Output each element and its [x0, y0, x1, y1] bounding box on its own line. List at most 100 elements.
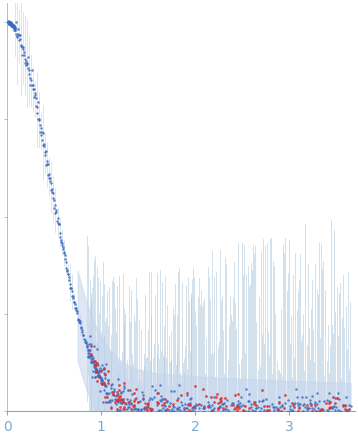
Point: [292, 399, 298, 406]
Point: [11, 24, 17, 31]
Point: [229, 417, 235, 424]
Point: [221, 416, 227, 423]
Point: [252, 398, 258, 405]
Point: [33, 102, 38, 109]
Point: [93, 368, 99, 375]
Point: [145, 399, 150, 406]
Point: [39, 137, 45, 144]
Point: [189, 405, 195, 412]
Point: [272, 417, 277, 424]
Point: [78, 317, 83, 324]
Point: [217, 416, 222, 423]
Point: [229, 399, 235, 406]
Point: [96, 372, 101, 379]
Point: [284, 419, 289, 426]
Point: [144, 406, 150, 413]
Point: [130, 405, 136, 412]
Point: [103, 383, 109, 390]
Point: [44, 157, 50, 164]
Point: [228, 411, 234, 418]
Point: [199, 423, 205, 430]
Point: [294, 393, 299, 400]
Point: [174, 418, 180, 425]
Point: [155, 399, 160, 406]
Point: [229, 409, 234, 416]
Point: [327, 405, 333, 412]
Point: [116, 382, 122, 389]
Point: [255, 412, 261, 419]
Point: [100, 365, 106, 372]
Point: [178, 422, 183, 429]
Point: [171, 388, 177, 395]
Point: [99, 376, 105, 383]
Point: [241, 416, 247, 423]
Point: [20, 43, 26, 50]
Point: [29, 82, 35, 89]
Point: [136, 408, 142, 415]
Point: [153, 412, 159, 419]
Point: [84, 343, 90, 350]
Point: [84, 341, 90, 348]
Point: [155, 408, 161, 415]
Point: [187, 401, 192, 408]
Point: [240, 401, 246, 408]
Point: [67, 281, 73, 288]
Point: [7, 21, 13, 28]
Point: [207, 415, 213, 422]
Point: [11, 23, 17, 30]
Point: [138, 411, 144, 418]
Point: [284, 409, 290, 416]
Point: [122, 406, 128, 413]
Point: [38, 132, 44, 139]
Point: [343, 394, 348, 401]
Point: [157, 397, 163, 404]
Point: [275, 407, 281, 414]
Point: [91, 358, 97, 365]
Point: [185, 402, 191, 409]
Point: [155, 389, 161, 396]
Point: [309, 408, 315, 415]
Point: [218, 395, 224, 402]
Point: [10, 24, 16, 31]
Point: [114, 397, 120, 404]
Point: [242, 409, 248, 416]
Point: [11, 23, 16, 30]
Point: [48, 177, 53, 184]
Point: [225, 406, 231, 413]
Point: [340, 402, 345, 409]
Point: [133, 394, 139, 401]
Point: [340, 402, 346, 409]
Point: [58, 239, 64, 246]
Point: [135, 399, 140, 406]
Point: [141, 405, 147, 412]
Point: [112, 395, 118, 402]
Point: [201, 403, 207, 410]
Point: [47, 170, 52, 177]
Point: [243, 385, 249, 392]
Point: [6, 19, 12, 26]
Point: [31, 94, 37, 101]
Point: [100, 398, 106, 405]
Point: [117, 403, 122, 410]
Point: [278, 414, 284, 421]
Point: [90, 367, 96, 374]
Point: [99, 381, 105, 388]
Point: [74, 308, 80, 315]
Point: [98, 377, 104, 384]
Point: [267, 413, 273, 420]
Point: [114, 388, 120, 395]
Point: [227, 414, 233, 421]
Point: [150, 422, 156, 429]
Point: [8, 21, 14, 28]
Point: [312, 402, 318, 409]
Point: [108, 403, 113, 410]
Point: [72, 299, 77, 306]
Point: [230, 413, 236, 420]
Point: [164, 397, 170, 404]
Point: [270, 403, 276, 410]
Point: [325, 409, 331, 416]
Point: [325, 408, 330, 415]
Point: [320, 406, 326, 413]
Point: [139, 406, 144, 413]
Point: [99, 381, 105, 388]
